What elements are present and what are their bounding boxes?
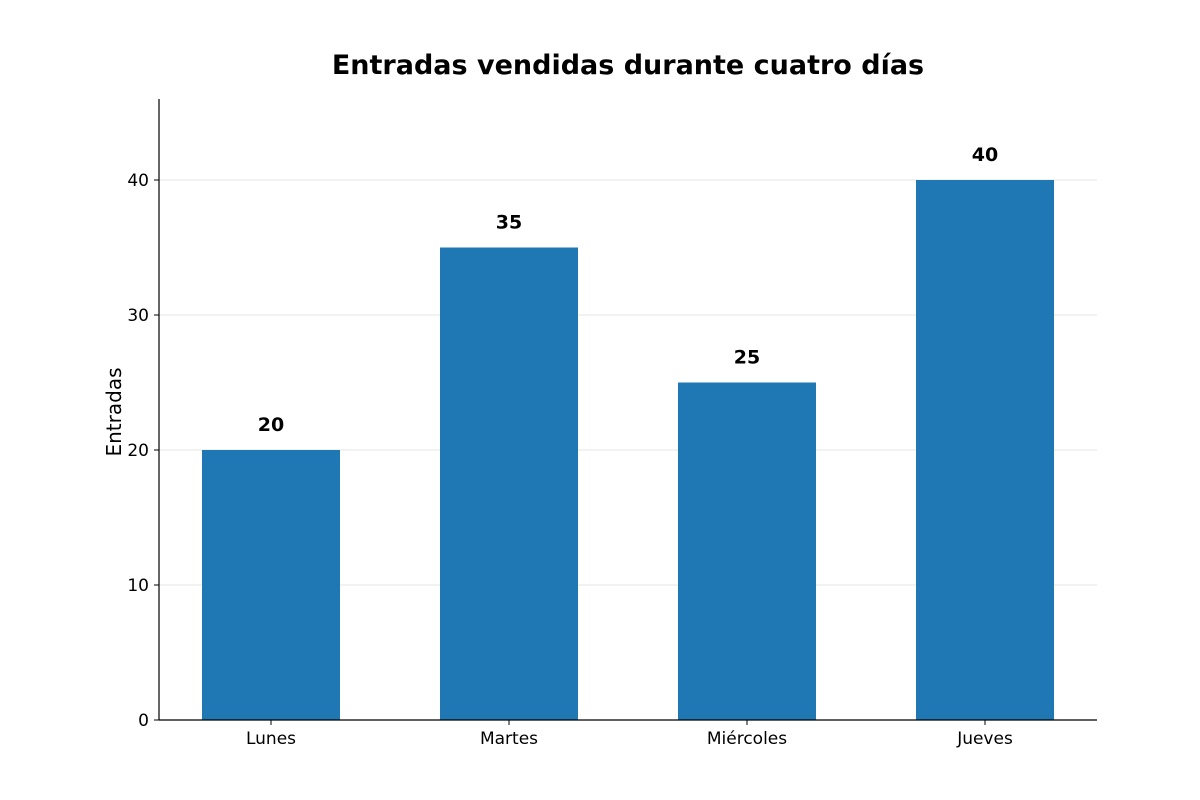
bar bbox=[202, 450, 340, 720]
bar bbox=[678, 382, 816, 720]
y-tick-label: 20 bbox=[127, 441, 149, 461]
bars bbox=[202, 180, 1054, 720]
y-tick-label: 0 bbox=[138, 711, 149, 731]
y-tick-label: 10 bbox=[127, 576, 149, 596]
data-labels: 20 35 25 40 bbox=[258, 144, 998, 436]
y-axis-label: Entradas bbox=[102, 367, 126, 456]
chart-title: Entradas vendidas durante cuatro días bbox=[332, 50, 924, 81]
y-tick-label: 30 bbox=[127, 306, 149, 326]
y-axis-ticks: 0 10 20 30 40 bbox=[127, 171, 159, 731]
data-label: 40 bbox=[972, 144, 998, 166]
data-label: 20 bbox=[258, 414, 284, 436]
x-tick-label: Jueves bbox=[956, 729, 1013, 749]
data-label: 35 bbox=[496, 212, 522, 234]
y-tick-label: 40 bbox=[127, 171, 149, 191]
bar bbox=[440, 247, 578, 720]
x-axis-ticks: Lunes Martes Miércoles Jueves bbox=[246, 720, 1013, 749]
x-tick-label: Lunes bbox=[246, 729, 296, 749]
axes bbox=[158, 99, 1097, 721]
x-tick-label: Martes bbox=[480, 729, 538, 749]
data-label: 25 bbox=[734, 347, 760, 369]
x-tick-label: Miércoles bbox=[707, 729, 787, 749]
bar bbox=[916, 180, 1054, 720]
